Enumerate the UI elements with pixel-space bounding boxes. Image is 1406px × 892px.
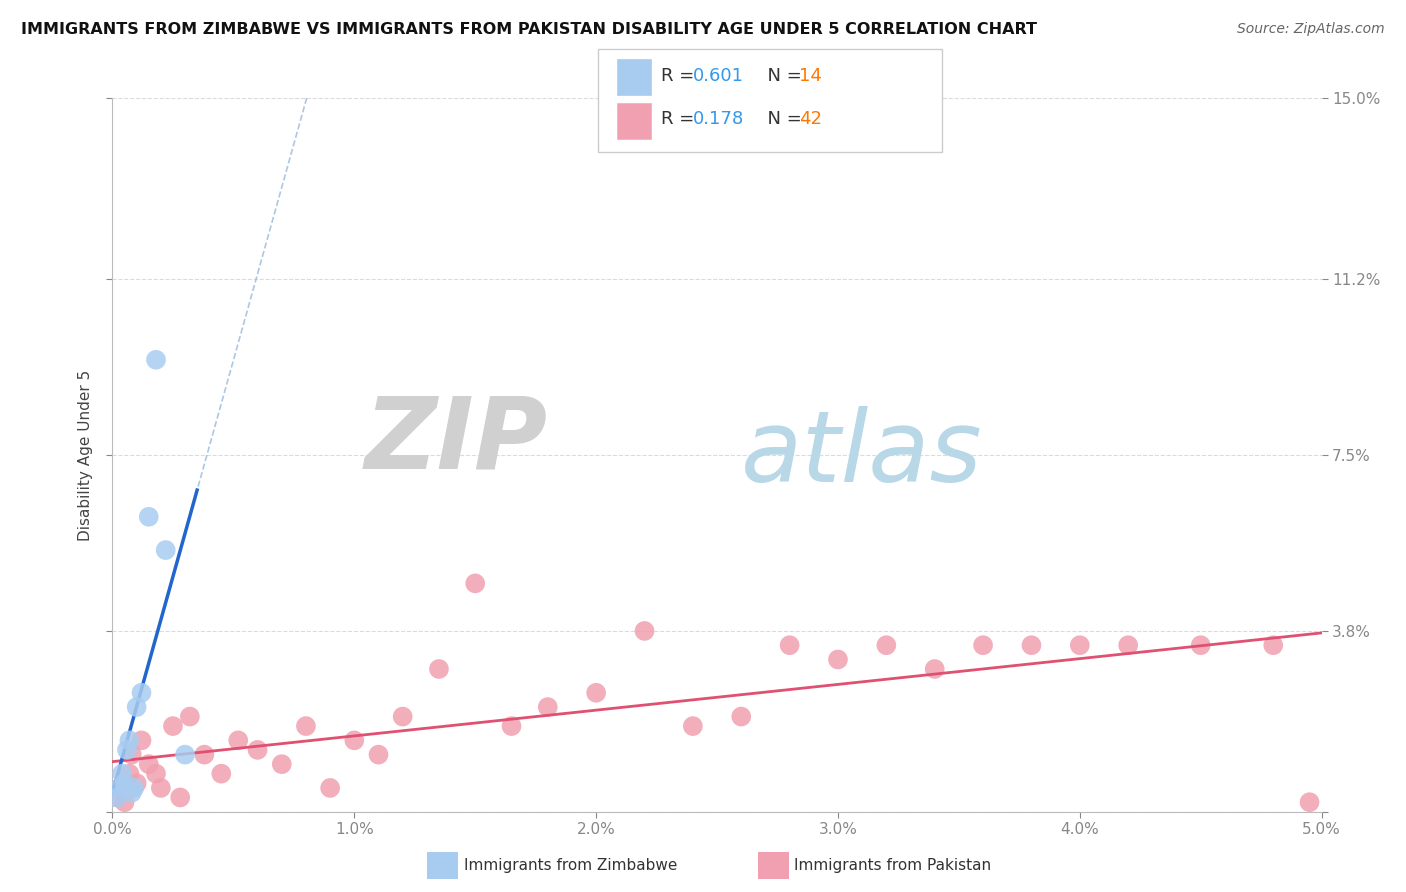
- Point: [633, 624, 655, 638]
- Point: [246, 743, 269, 757]
- Point: [169, 790, 191, 805]
- Point: [209, 766, 232, 780]
- Point: [1263, 638, 1285, 652]
- Point: [149, 780, 172, 795]
- Point: [125, 776, 148, 790]
- Text: Immigrants from Pakistan: Immigrants from Pakistan: [794, 858, 991, 872]
- Text: 0.178: 0.178: [693, 110, 744, 128]
- Point: [145, 352, 167, 367]
- Point: [115, 743, 138, 757]
- Point: [138, 509, 160, 524]
- Text: 0.601: 0.601: [693, 67, 744, 85]
- Point: [114, 776, 136, 790]
- Point: [145, 766, 167, 780]
- Point: [972, 638, 994, 652]
- Text: N =: N =: [756, 67, 808, 85]
- Point: [131, 686, 153, 700]
- Point: [138, 757, 160, 772]
- Point: [105, 790, 128, 805]
- Point: [108, 780, 131, 795]
- Text: 14: 14: [799, 67, 821, 85]
- Point: [319, 780, 342, 795]
- Point: [122, 780, 145, 795]
- Point: [501, 719, 523, 733]
- Text: Source: ZipAtlas.com: Source: ZipAtlas.com: [1237, 22, 1385, 37]
- Text: IMMIGRANTS FROM ZIMBABWE VS IMMIGRANTS FROM PAKISTAN DISABILITY AGE UNDER 5 CORR: IMMIGRANTS FROM ZIMBABWE VS IMMIGRANTS F…: [21, 22, 1038, 37]
- Point: [343, 733, 366, 747]
- Point: [121, 747, 143, 762]
- Point: [108, 780, 131, 795]
- Point: [179, 709, 201, 723]
- Text: atlas: atlas: [741, 407, 983, 503]
- Point: [464, 576, 486, 591]
- Text: 42: 42: [799, 110, 821, 128]
- Point: [125, 700, 148, 714]
- Y-axis label: Disability Age Under 5: Disability Age Under 5: [79, 369, 93, 541]
- Point: [131, 733, 153, 747]
- Point: [270, 757, 292, 772]
- Text: ZIP: ZIP: [364, 392, 548, 489]
- Point: [295, 719, 318, 733]
- Point: [682, 719, 704, 733]
- Point: [105, 790, 128, 805]
- Text: R =: R =: [661, 67, 700, 85]
- Text: R =: R =: [661, 110, 700, 128]
- Point: [367, 747, 389, 762]
- Point: [391, 709, 413, 723]
- Point: [1298, 795, 1320, 809]
- Point: [155, 543, 177, 558]
- Text: Immigrants from Zimbabwe: Immigrants from Zimbabwe: [464, 858, 678, 872]
- Point: [162, 719, 184, 733]
- Point: [118, 733, 141, 747]
- Point: [924, 662, 946, 676]
- Point: [1189, 638, 1212, 652]
- Point: [827, 652, 849, 666]
- Text: N =: N =: [756, 110, 808, 128]
- Point: [118, 766, 141, 780]
- Point: [1116, 638, 1139, 652]
- Point: [111, 766, 134, 780]
- Point: [585, 686, 607, 700]
- Point: [427, 662, 450, 676]
- Point: [1069, 638, 1091, 652]
- Point: [779, 638, 801, 652]
- Point: [174, 747, 197, 762]
- Point: [1021, 638, 1043, 652]
- Point: [226, 733, 249, 747]
- Point: [537, 700, 560, 714]
- Point: [193, 747, 215, 762]
- Point: [875, 638, 897, 652]
- Point: [114, 795, 136, 809]
- Point: [730, 709, 752, 723]
- Point: [121, 786, 143, 800]
